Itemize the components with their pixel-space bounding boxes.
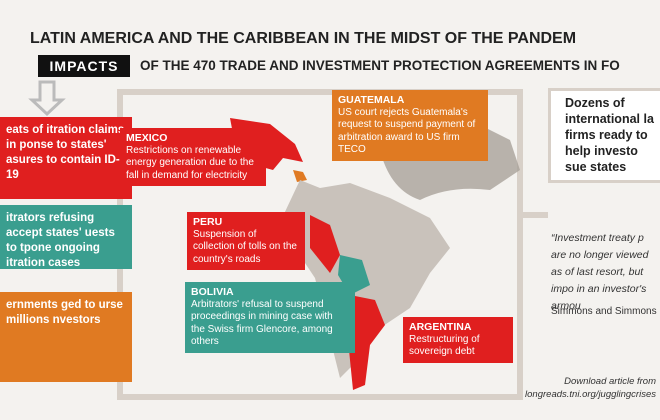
left-box: eats of itration claims in ponse to stat… <box>0 117 132 199</box>
quote: “Investment treaty p are no longer viewe… <box>551 232 649 312</box>
callout-text: Restructuring of sovereign debt <box>409 333 480 358</box>
callout-title: GUATEMALA <box>338 94 405 106</box>
side-box: Dozens of international la firms ready t… <box>548 88 660 183</box>
footer: Download article from longreads.tni.org/j… <box>525 375 656 401</box>
footer-line: Download article from <box>564 376 656 387</box>
footer-line: longreads.tni.org/jugglingcrises <box>525 389 656 400</box>
callout-guatemala: GUATEMALA US court rejects Guatemala's re… <box>332 90 488 161</box>
callout-title: PERU <box>193 216 223 228</box>
callout-mexico: MEXICO Restrictions on renewable energy g… <box>120 128 266 186</box>
callout-title: ARGENTINA <box>409 321 472 333</box>
impacts-label: IMPACTS <box>38 55 130 77</box>
peru-shape <box>310 215 340 273</box>
guatemala-shape <box>293 170 307 182</box>
callout-text: US court rejects Guatemala's request to … <box>338 106 476 156</box>
arrow <box>28 80 66 117</box>
attribution: Simmons and Simmons <box>551 306 657 317</box>
callout-bolivia: BOLIVIA Arbitrators' refusal to suspend p… <box>185 282 355 353</box>
callout-text: Restrictions on renewable energy generat… <box>126 144 254 181</box>
callout-text: Suspension of collection of tolls on the… <box>193 228 297 265</box>
left-box: ernments ged to urse millions nvestors <box>0 292 132 382</box>
callout-peru: PERU Suspension of collection of tolls on… <box>187 212 305 270</box>
callout-argentina: ARGENTINA Restructuring of sovereign debt <box>403 317 513 363</box>
callout-title: BOLIVIA <box>191 286 234 298</box>
title: LATIN AMERICA AND THE CARIBBEAN IN THE M… <box>30 30 577 47</box>
callout-title: MEXICO <box>126 132 168 144</box>
argentina-shape <box>348 295 385 390</box>
subtitle: OF THE 470 TRADE AND INVESTMENT PROTECTI… <box>140 58 620 73</box>
callout-text: Arbitrators' refusal to suspend proceedi… <box>191 298 333 348</box>
left-box: itrators refusing accept states' uests t… <box>0 205 132 269</box>
